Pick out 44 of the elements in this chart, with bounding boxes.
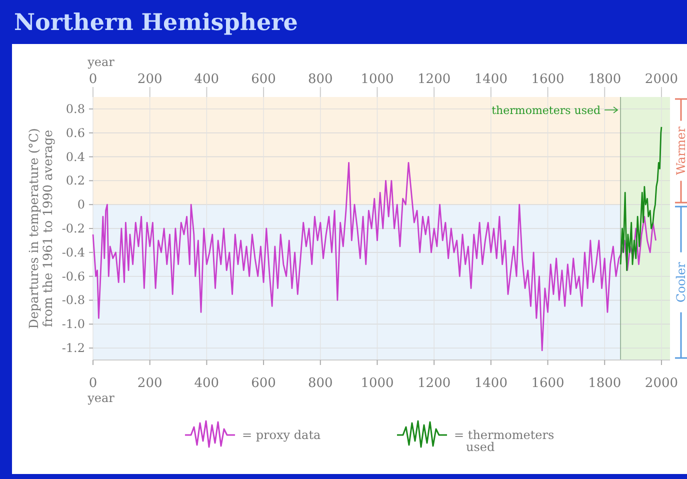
legend-label: = thermometers used (454, 428, 554, 454)
x2-tick-label: 1400 (474, 376, 508, 391)
x2-tick-label: 1000 (360, 376, 394, 391)
line-series (92, 162, 656, 352)
chart-title: Northern Hemisphere (14, 9, 298, 36)
x-tick-label: 0 (88, 72, 98, 87)
x-tick-label: 1400 (474, 72, 508, 87)
x2-tick-label: 0 (88, 376, 98, 391)
y-tick-label: 0.2 (66, 174, 85, 188)
band-label: Cooler (674, 262, 687, 302)
y-axis-title: Departures in temperature (°C) from the 1961 to 1990 average (26, 128, 55, 329)
x2-tick-label: 800 (308, 376, 333, 391)
y-tick-label: 0.4 (66, 150, 86, 164)
y-tick-label: -0.6 (62, 269, 85, 284)
y-tick-label: -0.2 (62, 222, 85, 236)
x-tick-label: 800 (308, 72, 333, 87)
x2-tick-label: 600 (251, 376, 276, 391)
y-tick-label: -0.8 (62, 293, 85, 308)
x-axis-title: year (86, 391, 115, 405)
band-label: Warmer (674, 126, 687, 175)
y-tick-label: 0 (77, 198, 85, 212)
x-tick-label: 2000 (644, 72, 678, 87)
y-tick-label: -1.0 (62, 317, 85, 332)
x2-axis-title: year (86, 55, 115, 69)
x-tick-label: 200 (137, 72, 162, 87)
line-series (620, 126, 662, 272)
x2-tick-label: 400 (194, 376, 220, 391)
x-tick-label: 600 (251, 72, 276, 87)
x-tick-label: 1600 (531, 72, 564, 87)
y-tick-label: -0.4 (62, 245, 86, 260)
legend-label: = proxy data (242, 428, 321, 442)
x-tick-label: 1800 (588, 72, 622, 87)
x-tick-label: 1000 (360, 72, 394, 87)
y-tick-label: -1.2 (62, 341, 85, 356)
x-tick-label: 1200 (418, 72, 451, 87)
x-tick-label: 400 (194, 72, 220, 87)
annotation: thermometers used (492, 104, 601, 117)
x2-tick-label: 200 (137, 376, 162, 391)
y-tick-label: 0.6 (66, 126, 85, 140)
x2-tick-label: 2000 (644, 376, 678, 391)
x2-tick-label: 1800 (588, 376, 622, 391)
x2-tick-label: 1200 (418, 376, 451, 391)
x2-tick-label: 1600 (531, 376, 564, 391)
y-tick-label: 0.8 (66, 102, 85, 116)
